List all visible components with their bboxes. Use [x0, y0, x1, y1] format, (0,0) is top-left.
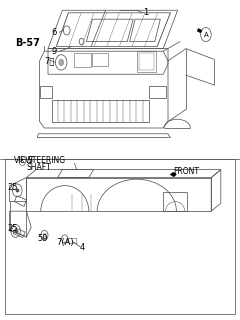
Text: 25: 25	[8, 224, 18, 233]
Text: VIEW: VIEW	[13, 156, 33, 165]
Text: 7(A): 7(A)	[56, 238, 74, 247]
Text: SHAFT: SHAFT	[26, 163, 51, 172]
Text: 9: 9	[52, 47, 57, 56]
Text: B-57: B-57	[16, 37, 41, 48]
Text: 6: 6	[52, 28, 57, 37]
Text: 4: 4	[79, 244, 84, 252]
Circle shape	[59, 59, 64, 66]
Text: STEERING: STEERING	[28, 156, 66, 165]
Text: B: B	[43, 233, 46, 238]
Text: 1: 1	[143, 8, 148, 17]
Polygon shape	[171, 172, 176, 177]
Text: 7Ⓑ: 7Ⓑ	[44, 56, 55, 65]
Text: A: A	[20, 158, 24, 164]
Text: FRONT: FRONT	[173, 167, 199, 176]
Text: A: A	[204, 32, 208, 38]
Polygon shape	[170, 172, 176, 177]
Polygon shape	[197, 28, 202, 33]
Text: 59: 59	[37, 234, 48, 243]
Text: 25: 25	[8, 183, 18, 192]
